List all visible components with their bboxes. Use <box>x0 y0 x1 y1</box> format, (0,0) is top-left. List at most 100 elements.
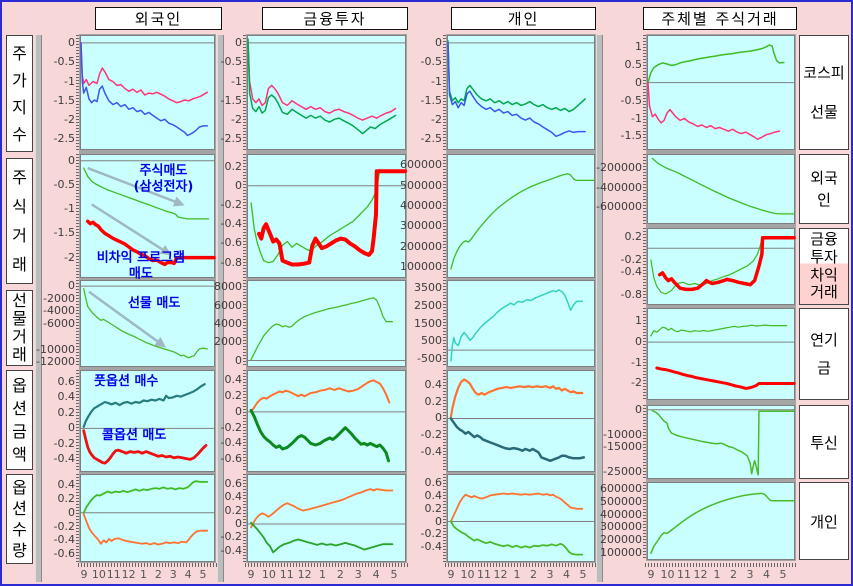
series-line <box>647 44 785 84</box>
y-axis-tick-label: 0 <box>435 411 442 425</box>
y-axis-tick-label: 0 <box>435 514 442 528</box>
x-axis-minor-ticks <box>78 563 217 567</box>
series-line <box>82 429 208 465</box>
y-axis-tick-label: -25000 <box>603 464 642 478</box>
series-line <box>650 492 795 555</box>
y-axis-tick-label: -2 <box>631 376 642 390</box>
y-axis-minor-ticks <box>76 474 79 562</box>
x-axis-tick-label: 12 <box>121 568 136 581</box>
y-axis-tick-label: -1 <box>64 202 75 216</box>
y-axis-tick-label: 0.4 <box>424 489 443 503</box>
series-line <box>651 157 795 215</box>
y-axis-tick-label: 0 <box>235 517 242 531</box>
x-axis-tick-label: 2 <box>730 568 737 581</box>
y-axis-tick-label: -200000 <box>596 160 642 174</box>
row-label-price-index: 주가지수 <box>6 35 33 152</box>
y-axis-tick-label: -0.4 <box>420 539 442 553</box>
y-axis-tick-label: 500000 <box>600 495 642 508</box>
chart-fininvest-option-quantity <box>247 474 406 562</box>
series-line <box>85 219 216 267</box>
x-axis-tick-label: 12 <box>297 568 312 581</box>
y-axis-tick-label: -0.4 <box>220 436 242 450</box>
y-axis-minor-ticks <box>443 280 446 367</box>
y-axis-tick-label: 0.6 <box>57 374 76 388</box>
y-axis-tick-label: 0.2 <box>57 405 76 419</box>
y-axis-tick-label: 0 <box>235 178 242 192</box>
y-axis-tick-label: -0.2 <box>220 420 242 434</box>
y-axis-tick-label: -0.6 <box>53 547 75 561</box>
x-axis-tick-label: 5 <box>579 568 587 581</box>
x-axis-tick-label: 11 <box>279 568 294 581</box>
series-line <box>449 378 584 418</box>
y-axis-tick-label: 200000 <box>600 533 642 546</box>
series-line <box>257 169 407 267</box>
y-axis-tick-label: -1.5 <box>220 93 242 107</box>
series-line <box>247 38 397 135</box>
y-axis-minor-ticks <box>443 154 446 278</box>
x-axis-tick-label: 5 <box>390 568 398 581</box>
y-axis-tick-label: -2 <box>64 250 75 264</box>
y-axis-tick-label: 0 <box>635 75 642 89</box>
x-axis-tick-label: 4 <box>563 568 570 581</box>
y-axis-tick-label: 1 <box>635 314 642 328</box>
series-line <box>82 383 206 428</box>
series-line <box>249 408 390 463</box>
series-line <box>80 42 209 137</box>
y-axis-tick-label: -0.4 <box>220 543 242 557</box>
y-axis-minor-ticks <box>76 370 79 472</box>
y-axis-tick-label: -2.5 <box>220 132 242 146</box>
y-axis-tick-label: -0.4 <box>53 452 75 466</box>
chart-foreigner-price-index <box>80 35 215 150</box>
series-line <box>450 289 584 362</box>
y-axis-tick-label: 0 <box>68 279 75 293</box>
x-axis-tick-label: 11 <box>106 568 121 581</box>
y-axis-tick-label: 2000 <box>214 335 242 349</box>
series-line <box>83 167 210 220</box>
row-label-kospi-futures: 코스피 선물 <box>799 35 849 150</box>
y-axis-tick-label: 400000 <box>400 198 442 212</box>
y-axis-tick-label: -0.2 <box>53 519 75 533</box>
x-axis-tick-label: 11 <box>677 568 691 581</box>
x-axis-tick-label: 1 <box>713 568 721 581</box>
y-axis-minor-ticks <box>76 154 79 278</box>
y-axis-tick-label: -0.2 <box>220 530 242 544</box>
chart-entity-individual <box>647 482 795 560</box>
y-axis-tick-label: -0.2 <box>53 436 75 450</box>
x-axis-tick-label: 2 <box>530 568 537 581</box>
chart-fininvest-stock-trading <box>247 154 407 278</box>
y-axis-tick-label: 0 <box>235 35 242 49</box>
series-line <box>80 42 209 104</box>
row-label-option-amount: 옵션금액 <box>6 370 33 470</box>
chart-fininvest-option-amount <box>247 370 406 472</box>
vertical-separator <box>35 35 42 582</box>
column-header-stock-trading-by-entity: 주체별 주식거래 <box>643 7 797 30</box>
y-axis-tick-label: -12000 <box>36 355 75 369</box>
column-header-foreigner: 외국인 <box>95 7 222 30</box>
y-axis-tick-label: -2.5 <box>420 132 442 146</box>
y-axis-tick-label: -1 <box>64 74 75 88</box>
x-axis-tick-label: 4 <box>763 568 770 581</box>
vertical-separator <box>217 35 224 582</box>
y-axis-tick-label: 500 <box>421 334 442 348</box>
y-axis-minor-ticks <box>443 370 446 472</box>
y-axis-tick-label: -400000 <box>596 180 642 194</box>
chart-entity-pension-fund <box>647 308 796 400</box>
y-axis-minor-ticks <box>643 228 646 305</box>
trend-arrow <box>87 166 185 207</box>
y-axis-tick-label: -2 <box>431 113 442 127</box>
x-axis-tick-label: 12 <box>493 568 508 581</box>
y-axis-tick-label: 0.6 <box>424 476 443 490</box>
y-axis-tick-label: -0.6 <box>220 236 242 250</box>
x-axis-minor-ticks <box>645 563 797 567</box>
y-axis-minor-ticks <box>243 370 246 472</box>
x-axis-tick-label: 2 <box>154 568 162 581</box>
chart-entity-investment-trust <box>647 405 795 479</box>
y-axis-tick-label: -0.5 <box>53 178 75 192</box>
y-axis-minor-ticks <box>243 474 246 562</box>
x-axis-tick-label: 3 <box>546 568 554 581</box>
x-axis-tick-label: 1 <box>513 568 521 581</box>
x-axis-minor-ticks <box>445 563 597 567</box>
y-axis-minor-ticks <box>643 35 646 150</box>
series-line <box>250 297 394 361</box>
